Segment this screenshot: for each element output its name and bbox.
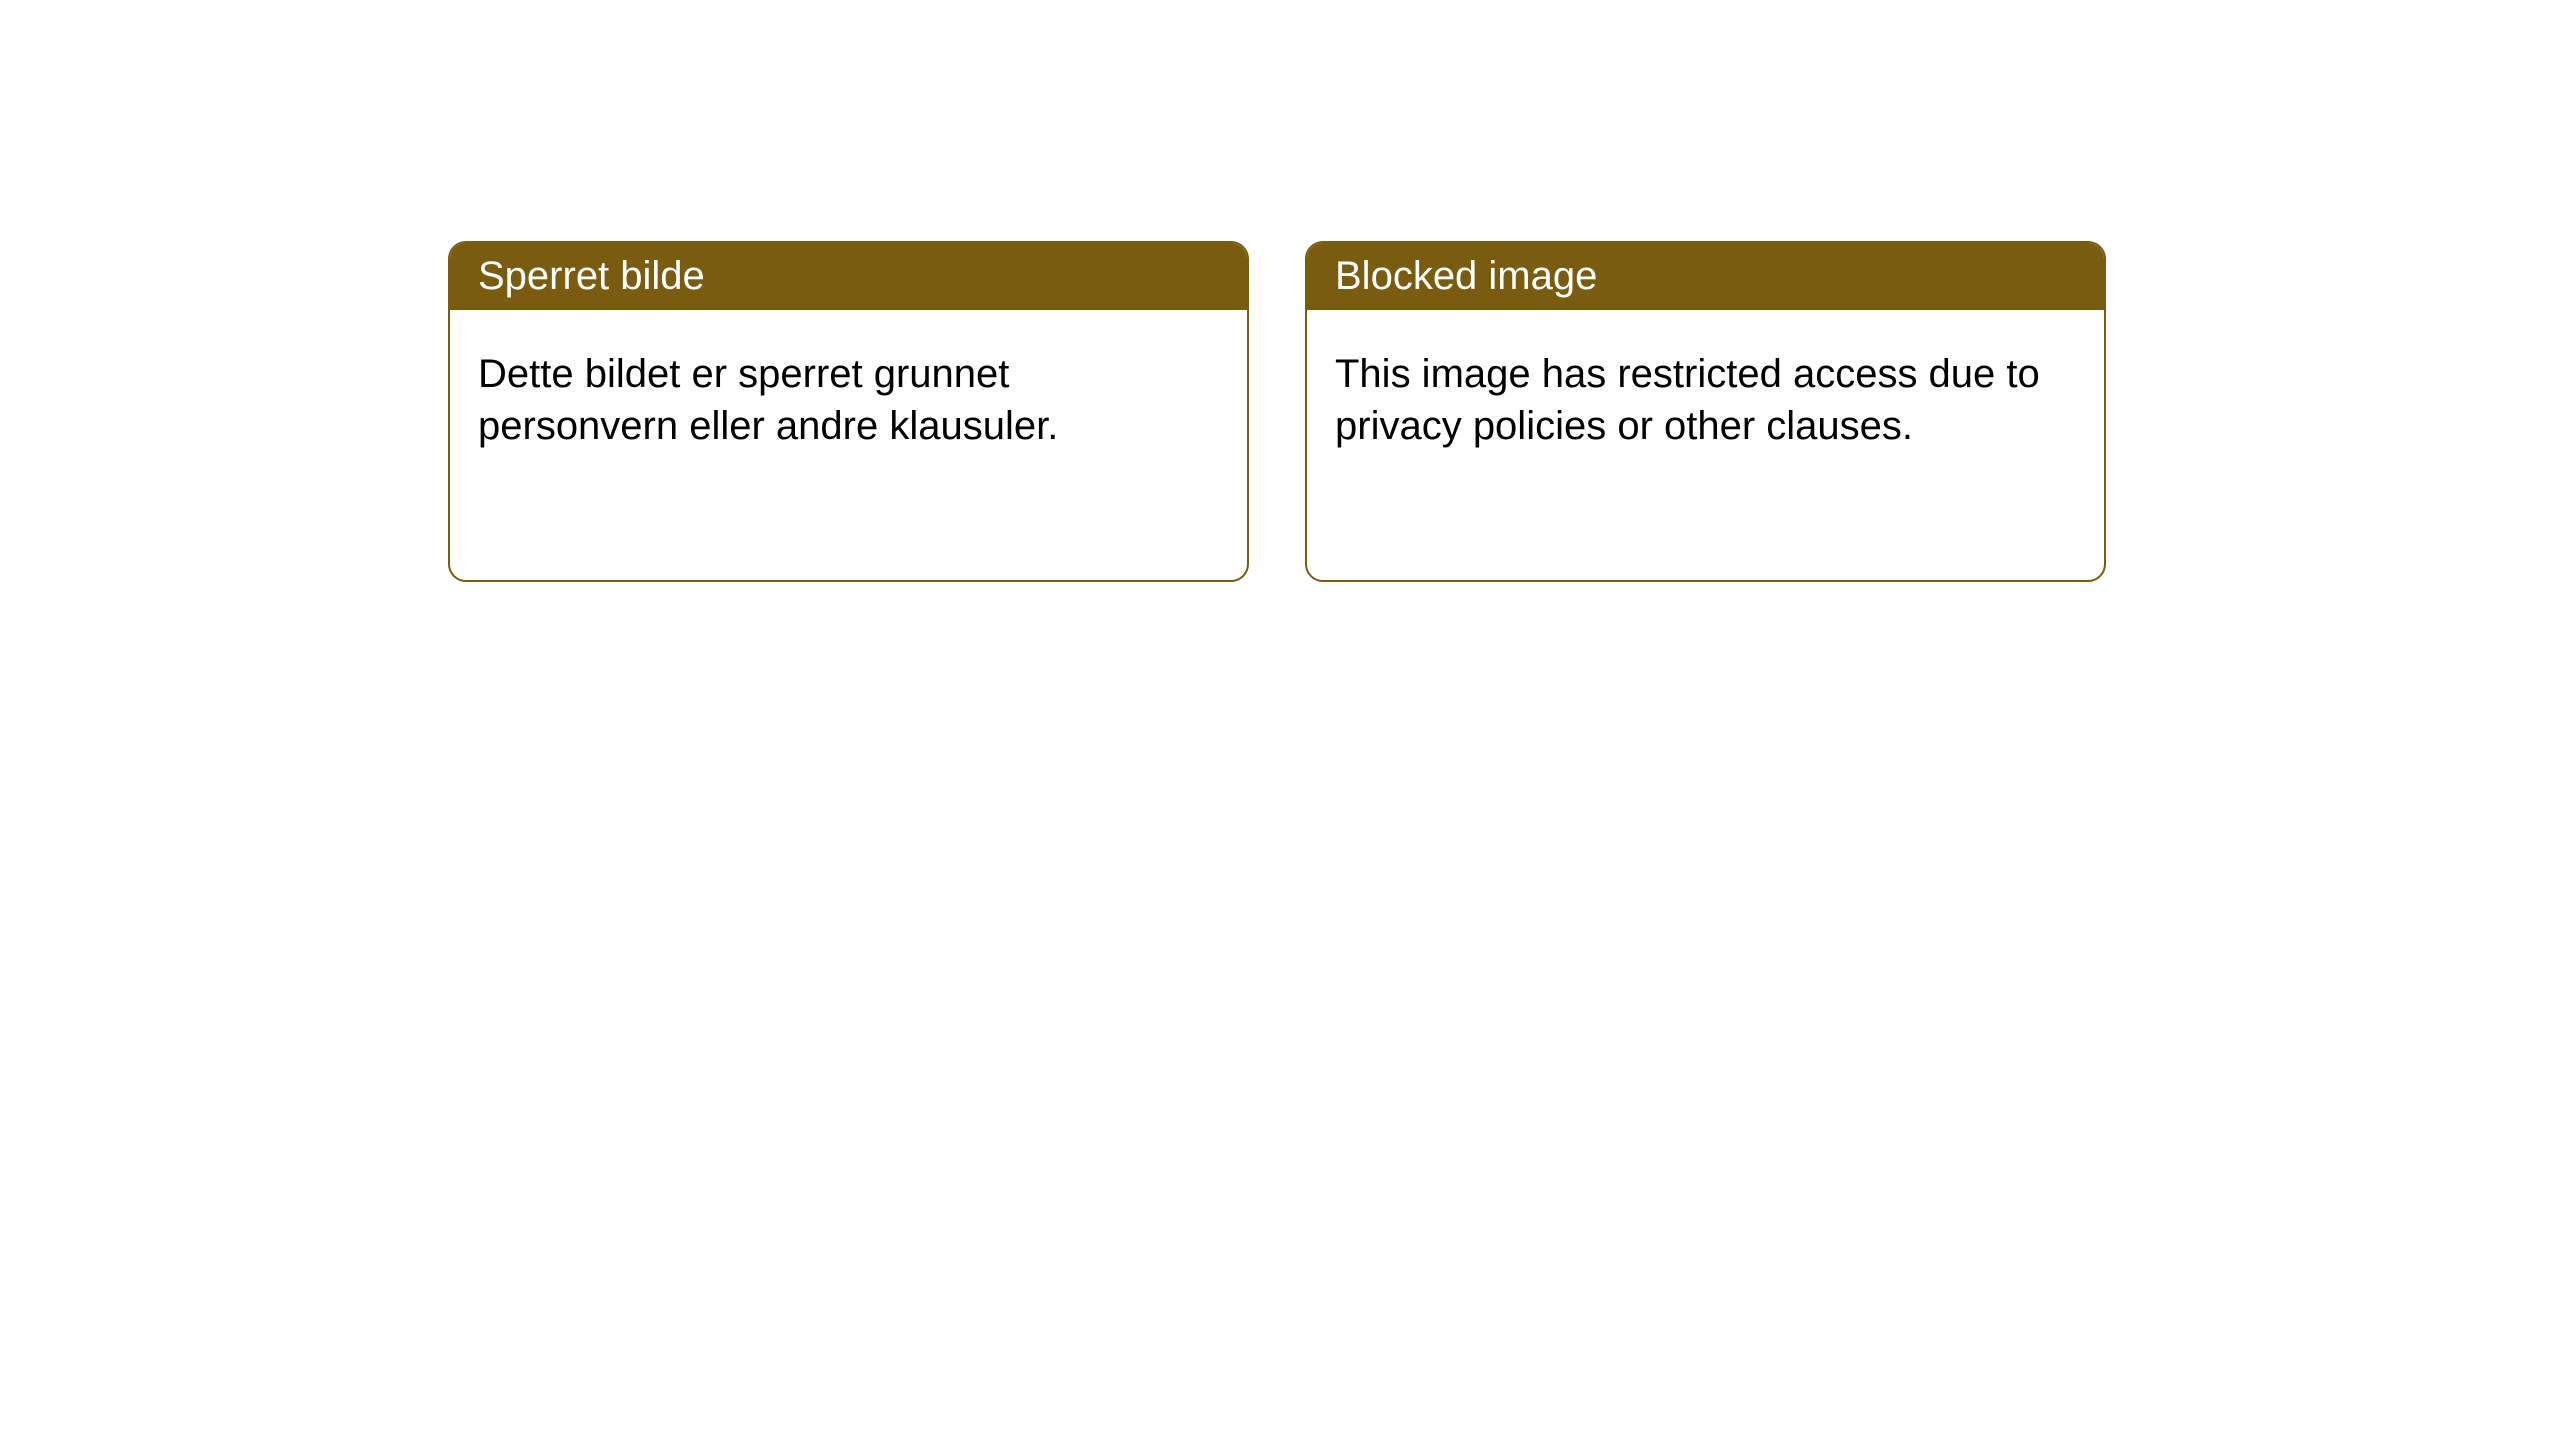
notice-cards-container: Sperret bilde Dette bildet er sperret gr…	[448, 241, 2106, 582]
notice-card-title: Sperret bilde	[450, 243, 1247, 310]
notice-card-english: Blocked image This image has restricted …	[1305, 241, 2106, 582]
notice-card-body: This image has restricted access due to …	[1307, 310, 2104, 580]
notice-card-body: Dette bildet er sperret grunnet personve…	[450, 310, 1247, 580]
notice-card-title: Blocked image	[1307, 243, 2104, 310]
notice-card-norwegian: Sperret bilde Dette bildet er sperret gr…	[448, 241, 1249, 582]
